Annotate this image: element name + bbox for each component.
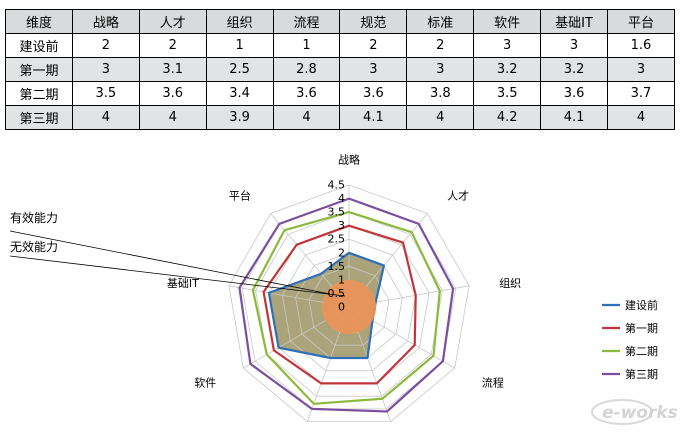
table-cell: 3.6 (272, 81, 341, 106)
table-cell: 3.6 (138, 81, 207, 106)
e-works-logo: e-works (591, 399, 678, 425)
scale-tick-label: 3 (338, 219, 345, 232)
grid-ring (281, 238, 417, 372)
table-cell: 3.7 (607, 81, 675, 106)
table-header-cell: 标准 (406, 9, 475, 34)
scale-tick-label: 4 (338, 192, 345, 205)
scale-tick-label: 1.5 (328, 260, 346, 273)
ineffective-capability-area (321, 279, 377, 335)
table-cell: 2.8 (272, 57, 341, 82)
table-row: 第一期 3 3.1 2.5 2.8 3 3 3.2 3.2 3 (5, 57, 675, 82)
series-line (238, 197, 455, 413)
axis-label: 组织 (499, 276, 521, 290)
table-cell: 2.5 (205, 57, 274, 82)
series-line (262, 224, 417, 385)
effective-pointer-line (9, 230, 331, 295)
table-header-cell: 规范 (339, 9, 408, 34)
table-cell: 3 (540, 33, 609, 58)
table-cell: 2 (339, 33, 408, 58)
table-cell: 1 (205, 33, 274, 58)
table-cell: 2 (138, 33, 207, 58)
logo-text: e-works (602, 403, 678, 423)
table-cell: 4.1 (339, 105, 408, 130)
table-cell: 4 (71, 105, 140, 130)
axis-label: 人才 (447, 189, 469, 203)
ineffective-pointer-line (9, 255, 346, 297)
scale-tick-label: 2.5 (328, 233, 346, 246)
annotations: 有效能力 无效能力 (9, 210, 346, 297)
series-line (267, 251, 385, 360)
table-cell: 4 (138, 105, 207, 130)
radar-scale-ticks: 00.511.522.533.544.5 (328, 179, 346, 314)
axis-label: 平台 (229, 189, 251, 203)
table-row-label: 第二期 (5, 81, 73, 106)
table-cell: 3.6 (540, 81, 609, 106)
table-cell: 3 (607, 57, 675, 82)
axis-label: 软件 (194, 376, 216, 390)
table-row: 第二期 3.5 3.6 3.4 3.6 3.6 3.8 3.5 3.6 3.7 (5, 81, 675, 106)
table-header-row: 维度 战略 人才 组织 流程 规范 标准 软件 基础IT 平台 (5, 9, 675, 34)
table-row-label: 建设前 (5, 33, 73, 58)
effective-label: 有效能力 (10, 210, 58, 225)
table-header-cell: 流程 (272, 9, 341, 34)
grid-ring (241, 198, 457, 410)
radar-series (238, 197, 455, 413)
table-cell: 4 (406, 105, 475, 130)
table-row-label: 第一期 (5, 57, 73, 82)
table-cell: 4.2 (473, 105, 542, 130)
table-cell: 3.8 (406, 81, 475, 106)
legend-entry: 第二期 (625, 344, 658, 358)
table-cell: 3.2 (473, 57, 542, 82)
legend-entry: 建设前 (625, 298, 658, 312)
ineffective-label: 无效能力 (10, 239, 58, 254)
table-cell: 4.1 (540, 105, 609, 130)
scale-tick-label: 4.5 (328, 179, 346, 192)
scale-tick-label: 2 (338, 246, 345, 259)
grid-ring (228, 184, 470, 423)
table-header-cell: 基础IT (540, 9, 609, 34)
axis-label: 流程 (482, 376, 504, 390)
table-header-cell: 平台 (607, 9, 675, 34)
table-row: 建设前 2 2 1 1 2 2 3 3 1.6 (5, 33, 675, 58)
table-cell: 3.6 (339, 81, 408, 106)
table-cell: 3.9 (205, 105, 274, 130)
data-table: 维度 战略 人才 组织 流程 规范 标准 软件 基础IT 平台 建设前 2 2 1 1 2 2 3 3 1.6 第一期… (5, 9, 675, 130)
table-cell: 4 (607, 105, 675, 130)
series-line (251, 211, 441, 405)
table-cell: 3.2 (540, 57, 609, 82)
table-header-cell: 软件 (473, 9, 542, 34)
table-row: 第三期 4 4 3.9 4 4.1 4 4.2 4.1 4 (5, 105, 675, 130)
grid-ring (308, 265, 390, 346)
table-header-dimension: 维度 (5, 9, 73, 34)
table-body: 建设前 2 2 1 1 2 2 3 3 1.6 第一期 3 3.1 2.5 2.8 3 3 3.2 3.2 3 第二期 3… (5, 33, 675, 130)
ineffective-capability-fill (321, 279, 377, 335)
legend-entry: 第一期 (625, 321, 658, 335)
scale-tick-label: 3.5 (328, 206, 346, 219)
table-cell: 1.6 (607, 33, 675, 58)
table-cell: 4 (272, 105, 341, 130)
table-cell: 1 (272, 33, 341, 58)
table-cell: 3.5 (71, 81, 140, 106)
table-cell: 3.4 (205, 81, 274, 106)
scale-tick-label: 0.5 (328, 287, 346, 300)
table-cell: 3.5 (473, 81, 542, 106)
table-row-label: 第三期 (5, 105, 73, 130)
legend-entry: 第三期 (625, 367, 658, 381)
scale-tick-label: 0 (338, 301, 345, 314)
scale-tick-label: 1 (338, 273, 345, 286)
axis-label: 基础IT (167, 277, 199, 290)
axis-label: 战略 (338, 152, 360, 166)
